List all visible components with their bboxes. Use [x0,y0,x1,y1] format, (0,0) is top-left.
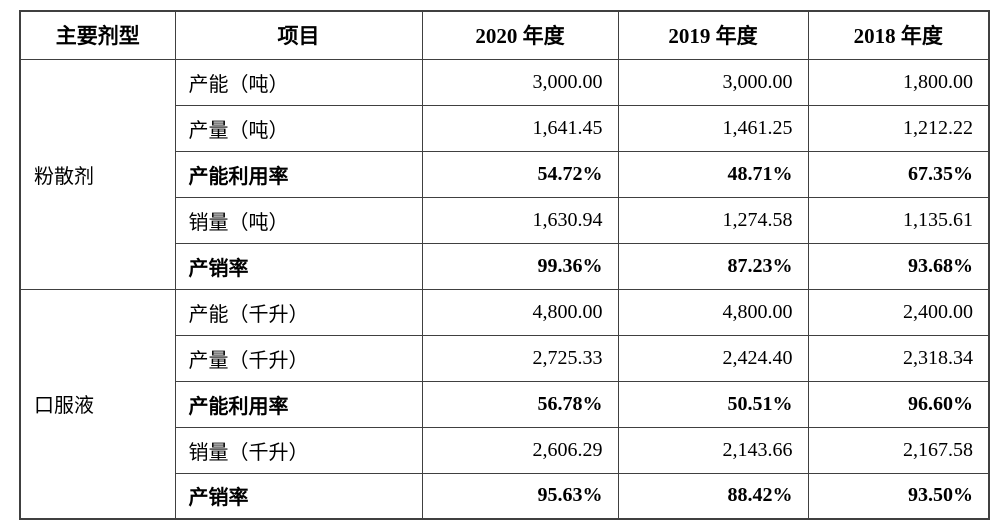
value-cell-2018: 96.60% [807,380,990,428]
highlighted-value-cell-2020: 56.78% [421,380,619,428]
table-row: 销量（千升） 2,606.29 2,143.66 2,167.58 [20,426,990,474]
highlighted-value-cell-2020: 54.72% [421,150,619,198]
item-cell: 销量（千升） [174,426,423,474]
item-cell: 产量（千升） [174,334,423,382]
value-cell-2020: 99.36% [421,242,619,290]
value-cell-2020: 2,725.33 [421,334,619,382]
value-cell-2018: 2,167.58 [807,426,990,474]
table-row: 产量（吨） 1,641.45 1,461.25 1,212.22 [20,104,990,152]
header-item: 项目 [174,10,423,60]
item-cell: 产量（吨） [174,104,423,152]
value-cell-2018: 2,400.00 [807,288,990,336]
value-cell-2020: 2,606.29 [421,426,619,474]
item-cell: 产销率 [174,472,423,520]
table-row: 销量（吨） 1,630.94 1,274.58 1,135.61 [20,196,990,244]
table-row-capacity-utilization: 产能利用率 56.78% 50.51% 96.60% [20,380,990,428]
item-cell: 产能（千升） [174,288,423,336]
value-cell-2019: 1,461.25 [617,104,809,152]
value-cell-2018: 1,135.61 [807,196,990,244]
value-cell-2019: 3,000.00 [617,58,809,106]
header-2018: 2018 年度 [807,10,990,60]
value-cell-2020: 4,800.00 [421,288,619,336]
highlighted-value-cell-2019: 48.71% [617,150,809,198]
table-row: 口服液 产能（千升） 4,800.00 4,800.00 2,400.00 [19,288,990,520]
item-cell: 产能（吨） [174,58,423,106]
dosage-form-cell: 口服液 [19,288,176,520]
table-row-capacity-utilization: 产能利用率 54.72% 48.71% 67.35% [20,150,990,198]
value-cell-2019: 2,143.66 [617,426,809,474]
value-cell-2020: 3,000.00 [421,58,619,106]
table-header-row: 主要剂型 项目 2020 年度 2019 年度 2018 年度 [19,10,990,60]
highlighted-value-cell-2019: 50.51% [617,380,809,428]
dosage-form-cell: 粉散剂 [19,58,176,290]
header-dosage-form: 主要剂型 [19,10,176,60]
value-cell-2019: 87.23% [617,242,809,290]
value-cell-2019: 4,800.00 [617,288,809,336]
value-cell-2020: 1,630.94 [421,196,619,244]
table-row-production-sales-ratio: 产销率 95.63% 88.42% 93.50% [20,472,990,520]
value-cell-2018: 93.68% [807,242,990,290]
item-cell: 产能利用率 [174,380,423,428]
value-cell-2019: 2,424.40 [617,334,809,382]
value-cell-2020: 95.63% [421,472,619,520]
item-cell: 产销率 [174,242,423,290]
table-row: 产量（千升） 2,725.33 2,424.40 2,318.34 [20,334,990,382]
header-2020: 2020 年度 [421,10,619,60]
item-cell: 销量（吨） [174,196,423,244]
value-cell-2019: 1,274.58 [617,196,809,244]
table-row-production-sales-ratio: 产销率 99.36% 87.23% 93.68% [20,242,990,290]
value-cell-2018: 2,318.34 [807,334,990,382]
value-cell-2018: 67.35% [807,150,990,198]
value-cell-2018: 1,800.00 [807,58,990,106]
value-cell-2020: 1,641.45 [421,104,619,152]
table-row: 粉散剂 产能（吨） 3,000.00 3,000.00 1,800.00 [19,58,990,290]
header-2019: 2019 年度 [617,10,809,60]
item-cell: 产能利用率 [174,150,423,198]
value-cell-2018: 93.50% [807,472,990,520]
production-capacity-table: 主要剂型 项目 2020 年度 2019 年度 2018 年度 粉散剂 产能（吨… [19,10,990,520]
value-cell-2019: 88.42% [617,472,809,520]
value-cell-2018: 1,212.22 [807,104,990,152]
